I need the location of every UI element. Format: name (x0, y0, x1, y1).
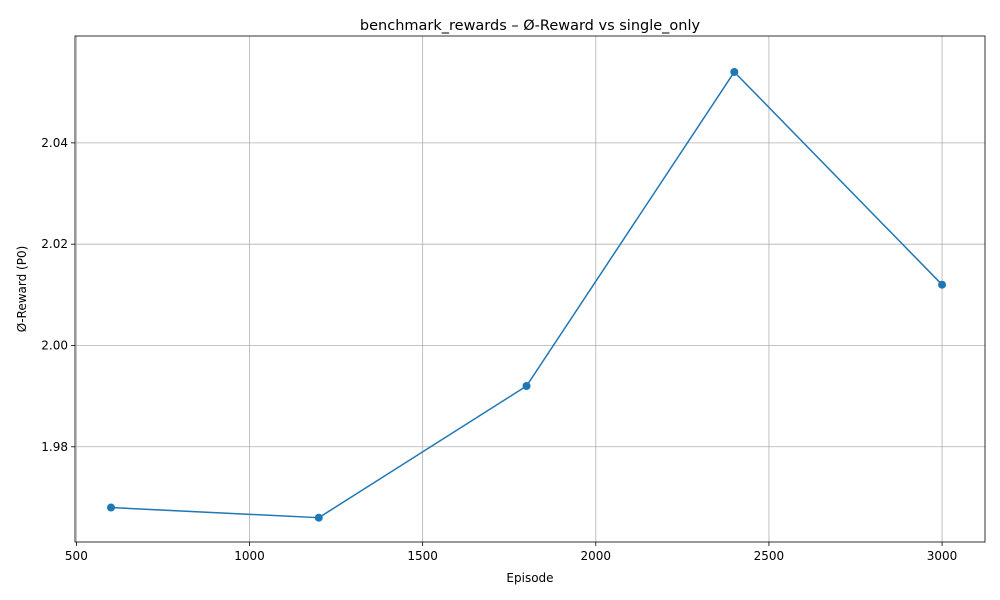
data-point-marker (107, 503, 116, 512)
data-point-marker (522, 381, 531, 390)
y-tick-label: 2.02 (41, 237, 68, 251)
y-tick-label: 2.04 (41, 136, 68, 150)
x-tick-label: 1000 (234, 549, 265, 563)
x-tick-label: 2500 (754, 549, 785, 563)
x-tick-label: 500 (65, 549, 88, 563)
data-point-marker (730, 67, 739, 76)
plot-area-frame (74, 35, 986, 543)
grid (75, 36, 985, 542)
data-point-marker (938, 280, 947, 289)
chart-title: benchmark_rewards – Ø-Reward vs single_o… (360, 18, 701, 34)
x-tick-label: 3000 (927, 549, 958, 563)
y-tick-label: 2.00 (41, 338, 68, 352)
y-tick-label: 1.98 (41, 440, 68, 454)
y-axis-label: Ø-Reward (P0) (15, 246, 29, 333)
axis-ticks: 500 1000 1500 2000 2500 3000 1.98 2.00 2.02 2.04 (41, 136, 957, 563)
series (107, 67, 947, 522)
x-tick-label: 2000 (581, 549, 612, 563)
x-tick-label: 1500 (407, 549, 438, 563)
data-point-marker (314, 513, 323, 522)
x-axis-label: Episode (506, 571, 553, 585)
